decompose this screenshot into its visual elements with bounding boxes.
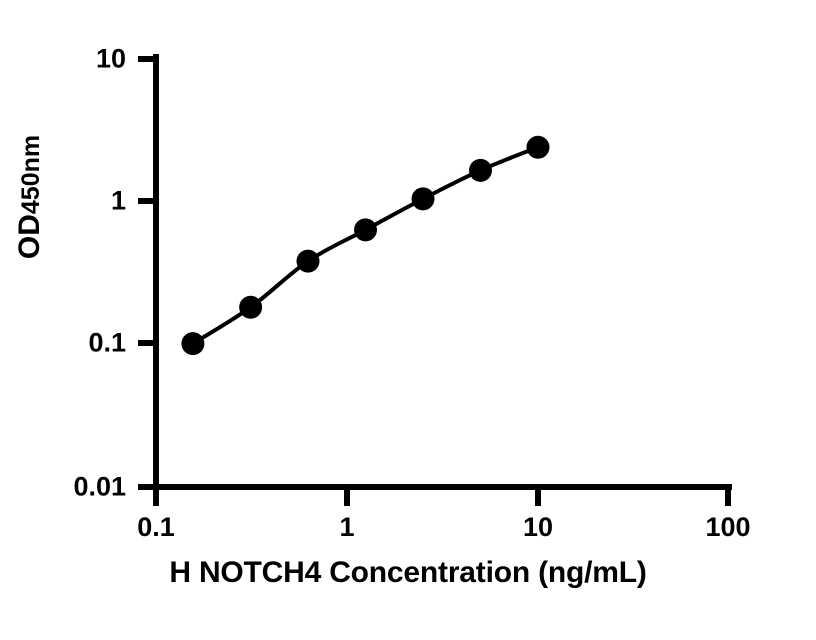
data-point-marker [469, 158, 492, 182]
x-axis-title: H NOTCH4 Concentration (ng/mL) [169, 556, 647, 589]
y-tick-label-0point1: 0.1 [88, 327, 126, 358]
y-tick-label-1: 1 [110, 185, 126, 216]
x-tick-label-0point1: 0.1 [137, 512, 175, 542]
x-tick-label-10: 10 [522, 512, 554, 542]
y-axis-title: OD450nm [13, 102, 47, 292]
data-point-marker [354, 218, 378, 242]
data-point-markers [181, 135, 550, 356]
data-point-marker [296, 249, 320, 273]
y-axis-title-sub: 450nm [17, 134, 45, 215]
data-point-marker [181, 332, 205, 356]
x-tick-label-100: 100 [705, 512, 751, 542]
y-axis-title-main: OD [13, 214, 46, 260]
y-tick-label-0point01: 0.01 [73, 471, 126, 502]
data-point-marker [411, 187, 435, 211]
data-point-marker [239, 295, 263, 319]
x-tick-label-1: 1 [339, 512, 355, 542]
x-axis-ticks [153, 484, 731, 506]
data-point-marker [526, 135, 550, 159]
y-tick-label-10: 10 [95, 43, 126, 74]
